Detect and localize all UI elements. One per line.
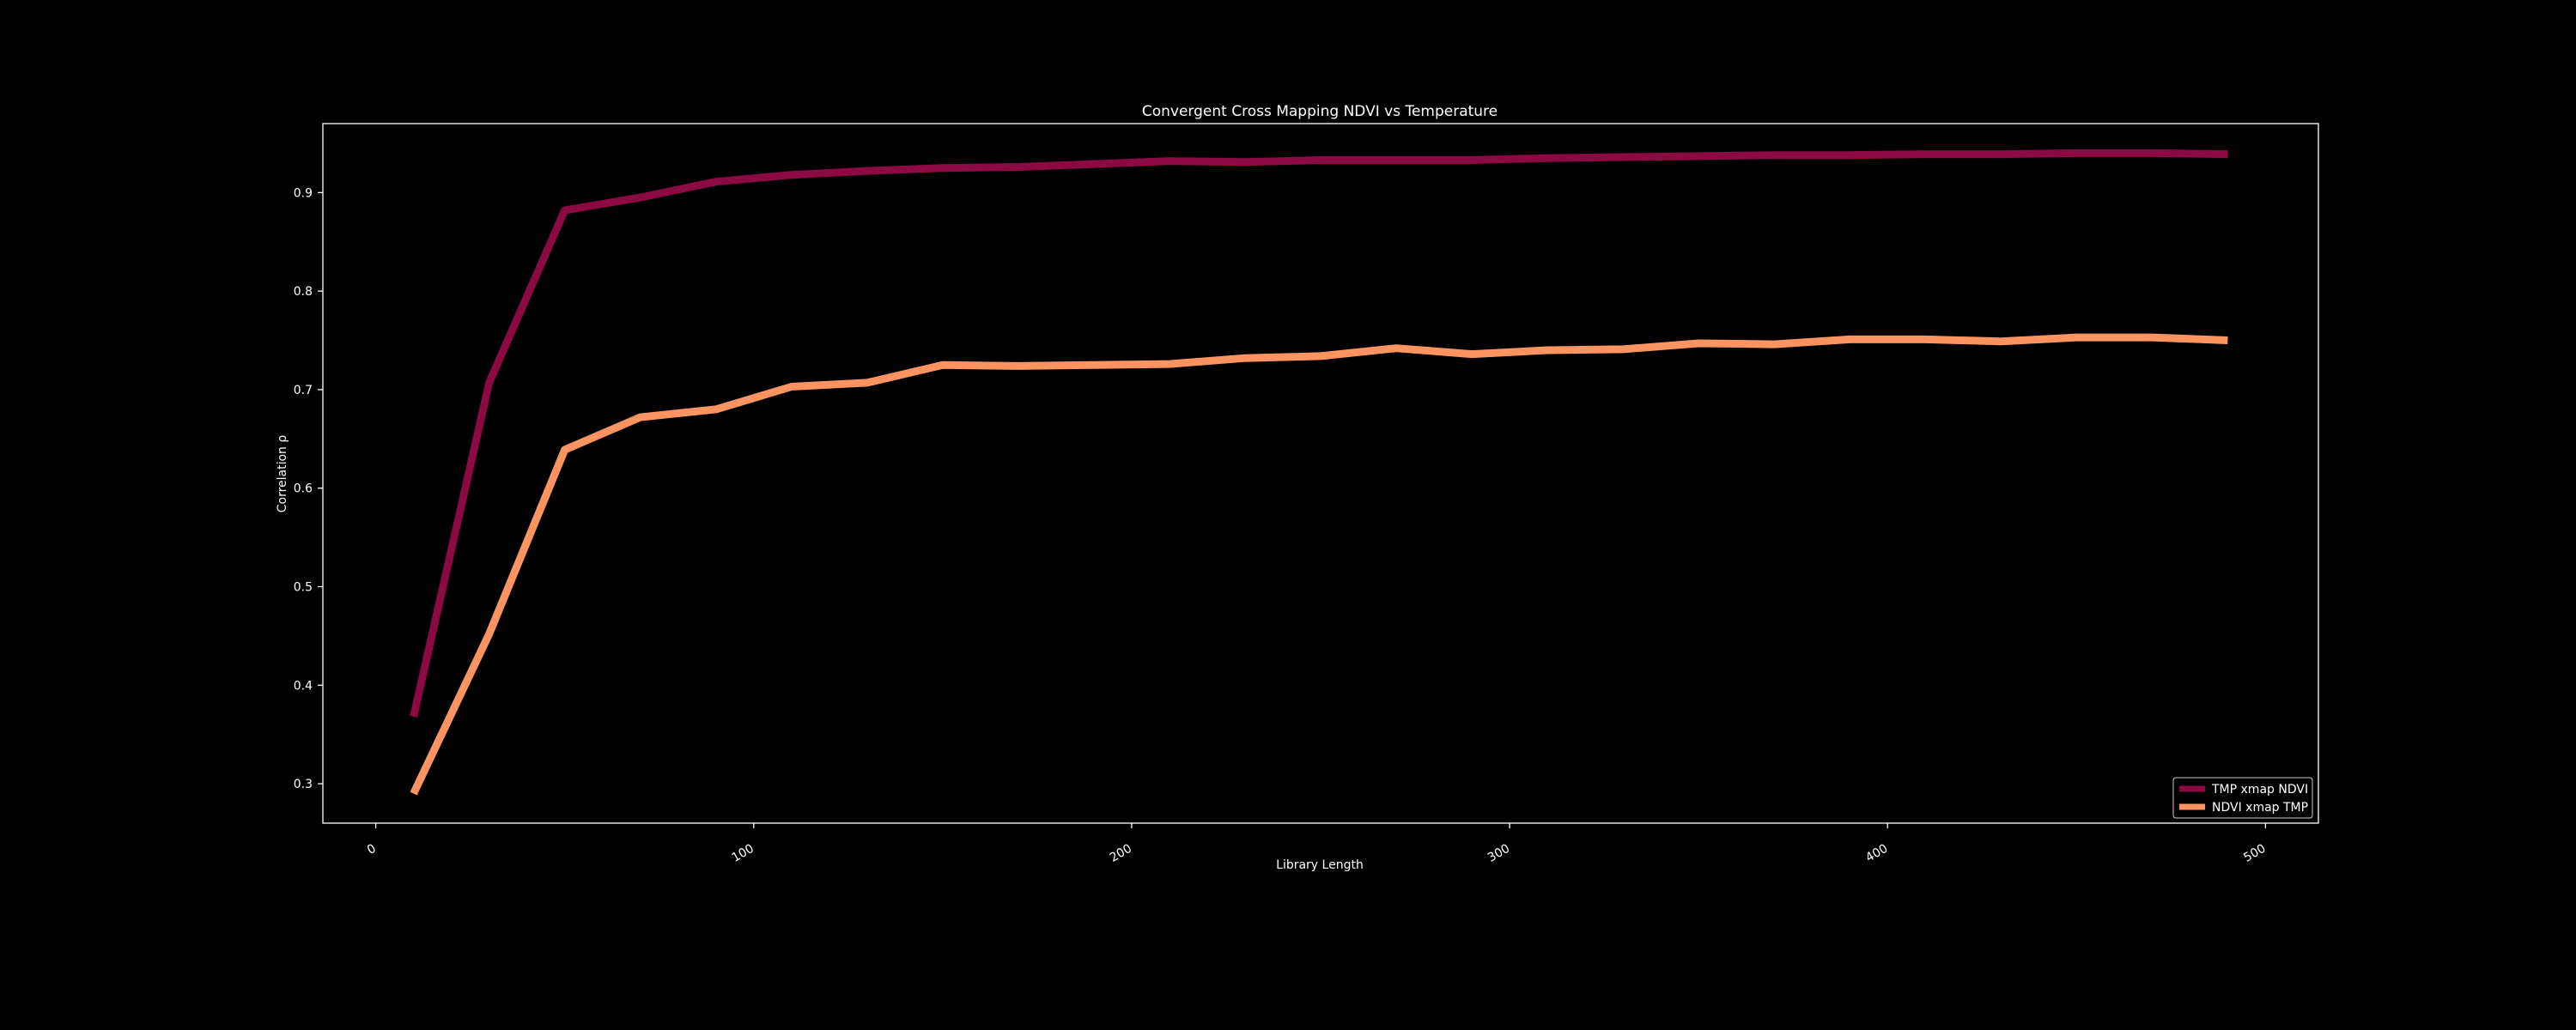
legend: TMP xmap NDVI NDVI xmap TMP (2172, 777, 2313, 819)
y-tick-label: 0.8 (294, 285, 313, 299)
legend-frame (2172, 777, 2313, 819)
series-line-tmp-xmap-ndvi (410, 148, 2228, 718)
legend-label-ndvi-xmap-tmp: NDVI xmap TMP (2212, 801, 2308, 815)
y-tick-label: 0.7 (294, 384, 313, 397)
x-axis-label: Library Length (1276, 858, 1364, 872)
y-axis-ticks: 0.3 0.4 0.5 0.6 0.7 0.8 0.9 (294, 186, 323, 791)
y-tick-label: 0.9 (294, 186, 313, 200)
series-line-ndvi-xmap-tmp (410, 333, 2228, 796)
chart-title: Convergent Cross Mapping NDVI vs Tempera… (1142, 103, 1498, 120)
y-tick-label: 0.5 (294, 581, 313, 595)
y-tick-label: 0.4 (294, 679, 313, 693)
y-tick-label: 0.6 (294, 482, 313, 496)
plot-frame (322, 123, 2319, 824)
series-layer (410, 148, 2228, 796)
legend-label-tmp-xmap-ndvi: TMP xmap NDVI (2211, 783, 2308, 797)
y-tick-label: 0.3 (294, 778, 313, 791)
y-axis-label: Correlation ρ (276, 435, 289, 513)
